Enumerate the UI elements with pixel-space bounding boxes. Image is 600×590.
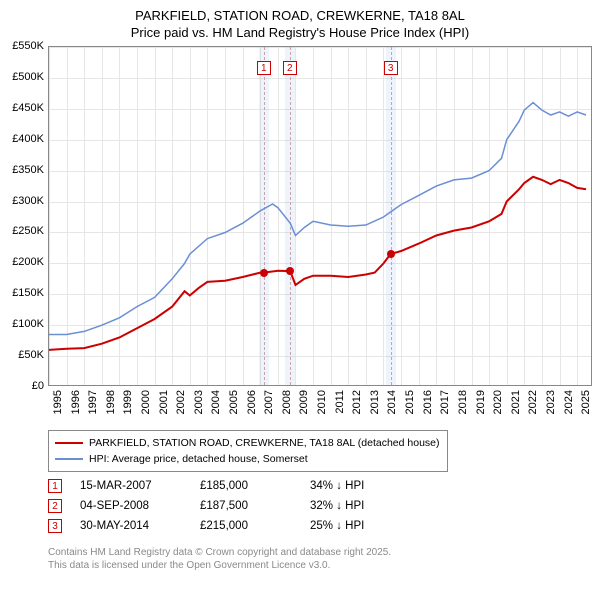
y-tick-label: £500K [4, 71, 44, 83]
x-tick-label: 2023 [545, 390, 557, 414]
y-tick-label: £400K [4, 133, 44, 145]
y-tick-label: £250K [4, 225, 44, 237]
sales-row-price: £215,000 [200, 520, 310, 532]
title-line-2: Price paid vs. HM Land Registry's House … [0, 25, 600, 42]
y-tick-label: £300K [4, 195, 44, 207]
y-tick-label: £0 [4, 380, 44, 392]
sales-row-marker: 1 [48, 479, 62, 493]
sales-row: 3 30-MAY-2014£215,00025% ↓ HPI [48, 516, 430, 536]
chart-area: 123 £0£50K£100K£150K£200K£250K£300K£350K… [48, 46, 592, 386]
x-tick-label: 2011 [334, 390, 346, 414]
x-tick-label: 2022 [527, 390, 539, 414]
sales-row-price: £185,000 [200, 480, 310, 492]
sales-row-marker: 3 [48, 519, 62, 533]
series-hpi [49, 103, 586, 335]
legend-swatch [55, 458, 83, 460]
x-tick-label: 2000 [140, 390, 152, 414]
x-tick-label: 1997 [87, 390, 99, 414]
title-line-1: PARKFIELD, STATION ROAD, CREWKERNE, TA18… [0, 8, 600, 25]
x-tick-label: 2003 [193, 390, 205, 414]
legend-row: PARKFIELD, STATION ROAD, CREWKERNE, TA18… [55, 435, 441, 451]
x-tick-label: 1999 [122, 390, 134, 414]
sales-row-price: £187,500 [200, 500, 310, 512]
x-tick-label: 1996 [70, 390, 82, 414]
x-tick-label: 2007 [263, 390, 275, 414]
x-tick-label: 2012 [351, 390, 363, 414]
x-tick-label: 2006 [246, 390, 258, 414]
series-svg [49, 47, 593, 387]
x-tick-label: 2024 [563, 390, 575, 414]
x-tick-label: 2020 [492, 390, 504, 414]
legend-label: PARKFIELD, STATION ROAD, CREWKERNE, TA18… [89, 437, 440, 449]
legend-row: HPI: Average price, detached house, Some… [55, 451, 441, 467]
attribution-line-2: This data is licensed under the Open Gov… [48, 559, 391, 572]
x-tick-label: 2001 [158, 390, 170, 414]
attribution: Contains HM Land Registry data © Crown c… [48, 546, 391, 572]
y-tick-label: £100K [4, 318, 44, 330]
y-tick-label: £350K [4, 164, 44, 176]
sales-row-diff: 25% ↓ HPI [310, 520, 430, 532]
sales-row-diff: 32% ↓ HPI [310, 500, 430, 512]
x-tick-label: 2014 [386, 390, 398, 414]
sales-row-date: 15-MAR-2007 [80, 480, 200, 492]
legend: PARKFIELD, STATION ROAD, CREWKERNE, TA18… [48, 430, 448, 472]
x-tick-label: 2019 [475, 390, 487, 414]
sales-row-marker: 2 [48, 499, 62, 513]
sales-row-date: 30-MAY-2014 [80, 520, 200, 532]
x-tick-label: 2015 [404, 390, 416, 414]
y-tick-label: £200K [4, 256, 44, 268]
x-tick-label: 2016 [422, 390, 434, 414]
series-property [49, 177, 586, 350]
sales-row-date: 04-SEP-2008 [80, 500, 200, 512]
sales-row-diff: 34% ↓ HPI [310, 480, 430, 492]
x-tick-label: 2025 [580, 390, 592, 414]
x-tick-label: 2013 [369, 390, 381, 414]
y-tick-label: £50K [4, 349, 44, 361]
x-tick-label: 1995 [52, 390, 64, 414]
legend-label: HPI: Average price, detached house, Some… [89, 453, 308, 465]
x-tick-label: 2004 [210, 390, 222, 414]
attribution-line-1: Contains HM Land Registry data © Crown c… [48, 546, 391, 559]
plot-area: 123 [48, 46, 592, 386]
sales-row: 1 15-MAR-2007£185,00034% ↓ HPI [48, 476, 430, 496]
legend-swatch [55, 442, 83, 444]
y-tick-label: £450K [4, 102, 44, 114]
chart-container: PARKFIELD, STATION ROAD, CREWKERNE, TA18… [0, 0, 600, 590]
sales-table: 1 15-MAR-2007£185,00034% ↓ HPI 2 04-SEP-200… [48, 476, 430, 536]
x-tick-label: 2002 [175, 390, 187, 414]
x-tick-label: 2021 [510, 390, 522, 414]
title-block: PARKFIELD, STATION ROAD, CREWKERNE, TA18… [0, 0, 600, 44]
x-tick-label: 2005 [228, 390, 240, 414]
y-tick-label: £550K [4, 40, 44, 52]
y-tick-label: £150K [4, 287, 44, 299]
x-tick-label: 2017 [439, 390, 451, 414]
x-tick-label: 2008 [281, 390, 293, 414]
x-tick-label: 2010 [316, 390, 328, 414]
sales-row: 2 04-SEP-2008£187,50032% ↓ HPI [48, 496, 430, 516]
x-tick-label: 2009 [298, 390, 310, 414]
x-tick-label: 2018 [457, 390, 469, 414]
x-tick-label: 1998 [105, 390, 117, 414]
